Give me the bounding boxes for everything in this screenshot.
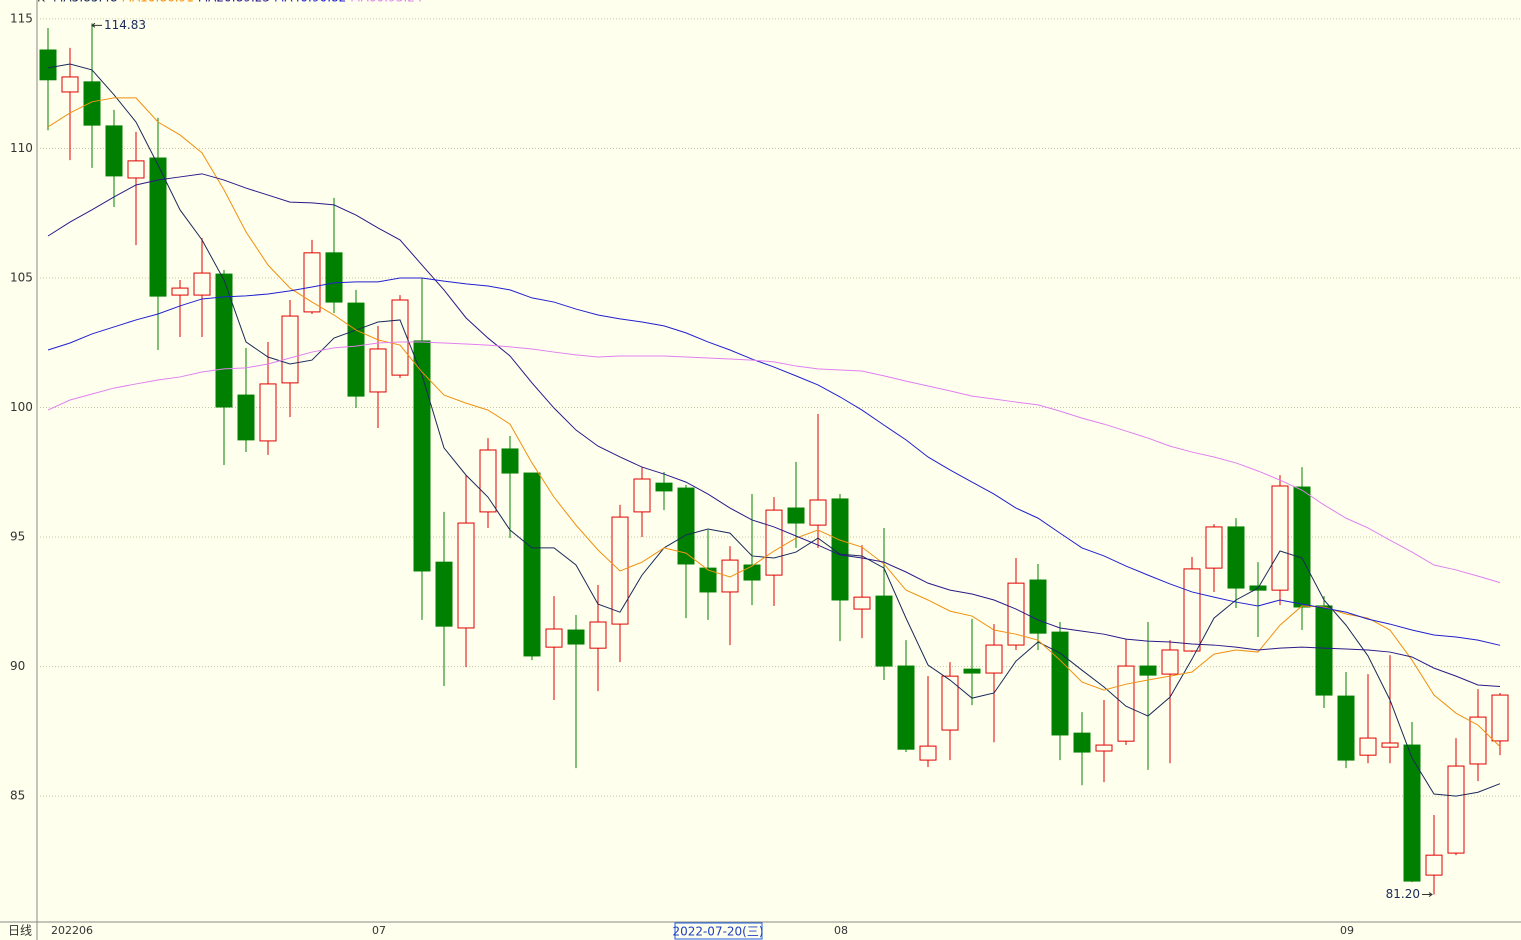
candle-body — [897, 665, 915, 750]
annotation: 114.83 — [104, 18, 146, 32]
candle-body — [963, 668, 981, 674]
candle-body — [941, 675, 959, 731]
ma-line — [47, 341, 1501, 584]
candle-body — [875, 595, 893, 667]
period-label: 日线 — [8, 924, 32, 938]
candle-body — [259, 383, 277, 442]
candle-body — [1205, 526, 1223, 569]
candle-body — [1469, 716, 1487, 765]
x-tick-label: 08 — [834, 924, 848, 937]
candle-body — [105, 125, 123, 177]
legend-entry: MA40:90.82 — [274, 0, 346, 5]
candle-body — [61, 76, 79, 93]
candle-body — [1117, 665, 1135, 742]
candle-body — [171, 287, 189, 296]
y-tick-label: 85 — [10, 789, 25, 803]
cursor-label: 2022-07-20(三) — [672, 925, 763, 939]
candle-body — [1029, 579, 1047, 634]
candle-body — [743, 564, 761, 581]
candle-body — [1337, 695, 1355, 761]
candle-body — [633, 478, 651, 513]
candle-body — [919, 745, 937, 761]
candle-body — [831, 498, 849, 601]
candle-body — [479, 449, 497, 513]
y-tick-label: 100 — [10, 400, 33, 414]
candle-body — [1491, 694, 1509, 742]
ma-line — [47, 277, 1501, 646]
candle-body — [1095, 744, 1113, 752]
legend-prefix: K — [37, 0, 46, 5]
candle-body — [809, 499, 827, 526]
candle-body — [545, 628, 563, 648]
candle-body — [237, 394, 255, 441]
candle-body — [391, 299, 409, 376]
ma-line — [47, 173, 1501, 688]
candle-body — [787, 507, 805, 524]
candle-body — [325, 252, 343, 303]
x-tick-label: 07 — [372, 924, 386, 937]
candle-body — [1139, 665, 1157, 676]
candle-body — [523, 472, 541, 657]
candle-body — [435, 561, 453, 627]
candle-body — [699, 567, 717, 593]
candle-body — [127, 160, 145, 179]
candle-body — [281, 315, 299, 384]
candle-body — [655, 482, 673, 492]
candle-body — [1293, 486, 1311, 608]
y-tick-label: 90 — [10, 659, 25, 673]
candle-body — [149, 157, 167, 297]
candle-body — [677, 487, 695, 565]
y-tick-label: 95 — [10, 530, 25, 544]
candle-body — [721, 559, 739, 593]
y-tick-label: 110 — [10, 141, 33, 155]
candle-body — [1183, 568, 1201, 652]
annotation-arrow — [91, 22, 102, 28]
annotation: 81.20 — [1386, 887, 1420, 901]
candle-body — [567, 629, 585, 645]
candle-body — [1403, 744, 1421, 882]
x-tick-label: 09 — [1340, 924, 1354, 937]
y-tick-label: 115 — [10, 11, 33, 25]
candle-body — [1161, 649, 1179, 675]
candle-body — [1007, 582, 1025, 646]
candle-body — [1447, 765, 1465, 854]
cursor-box — [674, 922, 763, 940]
ma-line — [47, 63, 1501, 797]
candle-body — [39, 49, 57, 81]
candle-body — [1425, 854, 1443, 876]
ma-line — [47, 97, 1501, 747]
candle-body — [765, 509, 783, 576]
candle-body — [1051, 631, 1069, 736]
candle-body — [1359, 737, 1377, 756]
candle-body — [193, 272, 211, 296]
candle-body — [589, 621, 607, 649]
candle-body — [1073, 732, 1091, 753]
candle-body — [985, 644, 1003, 674]
candle-body — [347, 302, 365, 397]
x-tick-label: 202206 — [51, 924, 93, 937]
candle-body — [501, 448, 519, 474]
candle-body — [215, 273, 233, 408]
annotation-arrow — [1422, 892, 1433, 897]
legend-entry: MA60:93.24 — [350, 0, 422, 5]
legend-entry: MA20:89.23 — [198, 0, 270, 5]
candle-body — [303, 252, 321, 313]
candle-body — [83, 81, 101, 126]
y-tick-label: 105 — [10, 270, 33, 284]
candle-body — [853, 596, 871, 610]
legend-entry: MA10:86.91 — [122, 0, 194, 5]
legend-entry: MA5:85.48 — [53, 0, 118, 5]
candle-body — [1381, 742, 1399, 748]
candle-body — [1227, 526, 1245, 589]
candle-body — [369, 348, 387, 393]
candle-body — [413, 340, 431, 572]
candle-body — [457, 522, 475, 629]
candle-body — [1271, 485, 1289, 591]
candle-body — [1315, 605, 1333, 696]
